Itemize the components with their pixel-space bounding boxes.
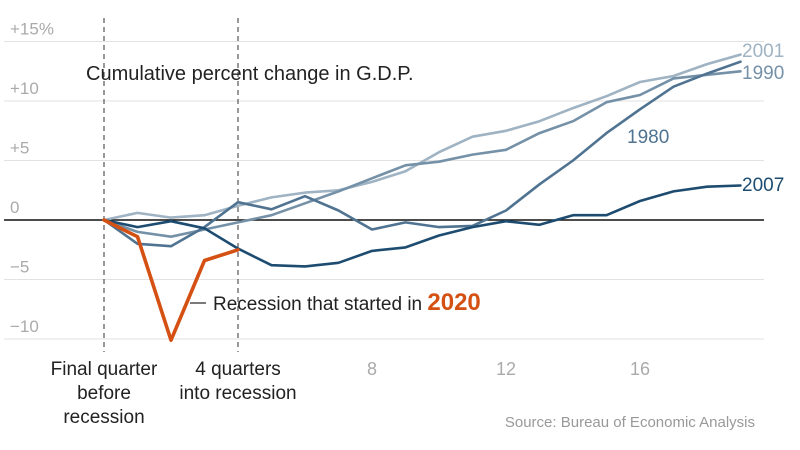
annotation-2020: Recession that started in 2020 — [190, 289, 481, 316]
y-tick-label: −5 — [10, 258, 29, 277]
recession-markers: Final quarter before recession 4 quarters in… — [51, 18, 297, 428]
y-tick-label: 0 — [10, 198, 19, 217]
series-label-1990: 1990 — [742, 63, 784, 84]
x-tick-label: 16 — [630, 359, 650, 379]
x-axis-ticks: 8 12 16 — [367, 359, 650, 379]
gridlines — [4, 41, 764, 340]
chart-title: Cumulative percent change in G.D.P. — [86, 63, 414, 85]
series-line-1990 — [102, 70, 742, 238]
y-tick-label: +5 — [10, 139, 29, 158]
y-tick-label: −10 — [10, 317, 39, 336]
series-line-2001 — [102, 53, 742, 222]
source-note: Source: Bureau of Economic Analysis — [505, 414, 755, 431]
marker-label: 4 quarters — [195, 359, 281, 380]
marker-label: before — [77, 383, 131, 404]
series-line-1980 — [102, 60, 742, 248]
series-line-2020 — [102, 218, 240, 343]
annotation-year: 2020 — [427, 289, 480, 316]
series-label-2001: 2001 — [742, 41, 784, 62]
series-lines — [102, 53, 742, 343]
y-axis-ticks: +15% +10 +5 0 −5 −10 — [10, 20, 54, 337]
x-tick-label: 12 — [496, 359, 516, 379]
marker-label: into recession — [179, 383, 296, 404]
series-label-1980: 1980 — [627, 127, 669, 148]
annotation-prefix: Recession that started in — [213, 294, 427, 315]
series-label-2007: 2007 — [742, 175, 784, 196]
series-line-2007 — [102, 184, 742, 268]
marker-label: recession — [63, 407, 144, 428]
marker-label: Final quarter — [51, 359, 158, 380]
x-tick-label: 8 — [367, 359, 377, 379]
y-tick-label: +15% — [10, 20, 54, 39]
annotation-text: Recession that started in 2020 — [213, 289, 481, 316]
y-tick-label: +10 — [10, 79, 39, 98]
